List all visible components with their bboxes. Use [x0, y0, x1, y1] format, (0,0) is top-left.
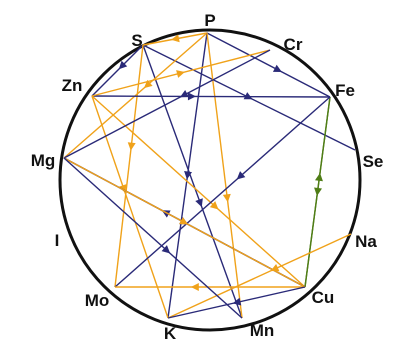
- edge-layer: [63, 32, 356, 319]
- node-label-mg: Mg: [31, 151, 56, 170]
- arrowhead-s-to-mn: [195, 198, 203, 208]
- arrowhead-cr-to-mg: [179, 89, 189, 98]
- edge-zn-to-k: [91, 95, 169, 319]
- arrowhead-cu-to-mo: [190, 283, 199, 291]
- node-label-zn: Zn: [62, 76, 83, 95]
- node-label-na: Na: [355, 232, 377, 251]
- node-label-mn: Mn: [250, 321, 275, 340]
- node-label-s: S: [131, 31, 142, 50]
- edge-cu-to-fe: [304, 96, 331, 288]
- node-label-i: I: [55, 231, 60, 250]
- arrowhead-p-to-mn: [222, 193, 231, 203]
- edge-p-to-mn: [206, 32, 243, 319]
- arrowhead-zn-to-fe: [187, 92, 196, 101]
- edge-s-to-mn: [142, 44, 243, 319]
- edge-mg-to-mn: [63, 157, 243, 319]
- edge-na-to-k: [167, 233, 352, 319]
- edge-p-to-fe: [206, 32, 331, 98]
- arrowhead-s-to-se: [243, 92, 253, 100]
- edge-fe-to-mo: [114, 96, 331, 288]
- arrowhead-zn-to-cu: [209, 201, 219, 210]
- label-layer: P Cr Fe Se Na Cu Mn K Mo I Mg Zn S: [31, 11, 384, 342]
- edge-s-to-mo: [114, 44, 144, 288]
- arrowhead-p-to-mg: [143, 79, 153, 89]
- node-label-se: Se: [363, 152, 384, 171]
- arrowhead-p-to-s: [171, 34, 180, 43]
- edge-zn-to-fe: [91, 95, 331, 98]
- node-label-p: P: [204, 11, 215, 30]
- arrowhead-cu-to-k: [232, 297, 242, 306]
- arrowhead-s-to-zn: [118, 60, 128, 70]
- node-label-k: K: [164, 324, 177, 342]
- edge-s-to-zn: [91, 44, 144, 97]
- arrowhead-mg-to-mn: [161, 245, 171, 254]
- arrowhead-fe-to-mo: [236, 171, 246, 180]
- node-label-cu: Cu: [312, 288, 335, 307]
- arrowhead-cu-to-fe: [315, 172, 323, 182]
- node-label-mo: Mo: [85, 291, 110, 310]
- edge-zn-to-cu: [91, 95, 306, 288]
- edge-cr-to-mg: [63, 49, 271, 159]
- arrowhead-s-to-mo: [127, 142, 136, 151]
- node-label-fe: Fe: [335, 81, 355, 100]
- arrowhead-na-to-k: [270, 263, 280, 272]
- arrowhead-p-to-k: [184, 170, 193, 180]
- outer-circle: [58, 28, 362, 332]
- node-label-cr: Cr: [284, 35, 303, 54]
- arrowhead-mg-to-cu: [179, 217, 189, 225]
- arrowhead-p-to-fe: [272, 64, 282, 72]
- arrowhead-zn-to-cr: [176, 70, 185, 78]
